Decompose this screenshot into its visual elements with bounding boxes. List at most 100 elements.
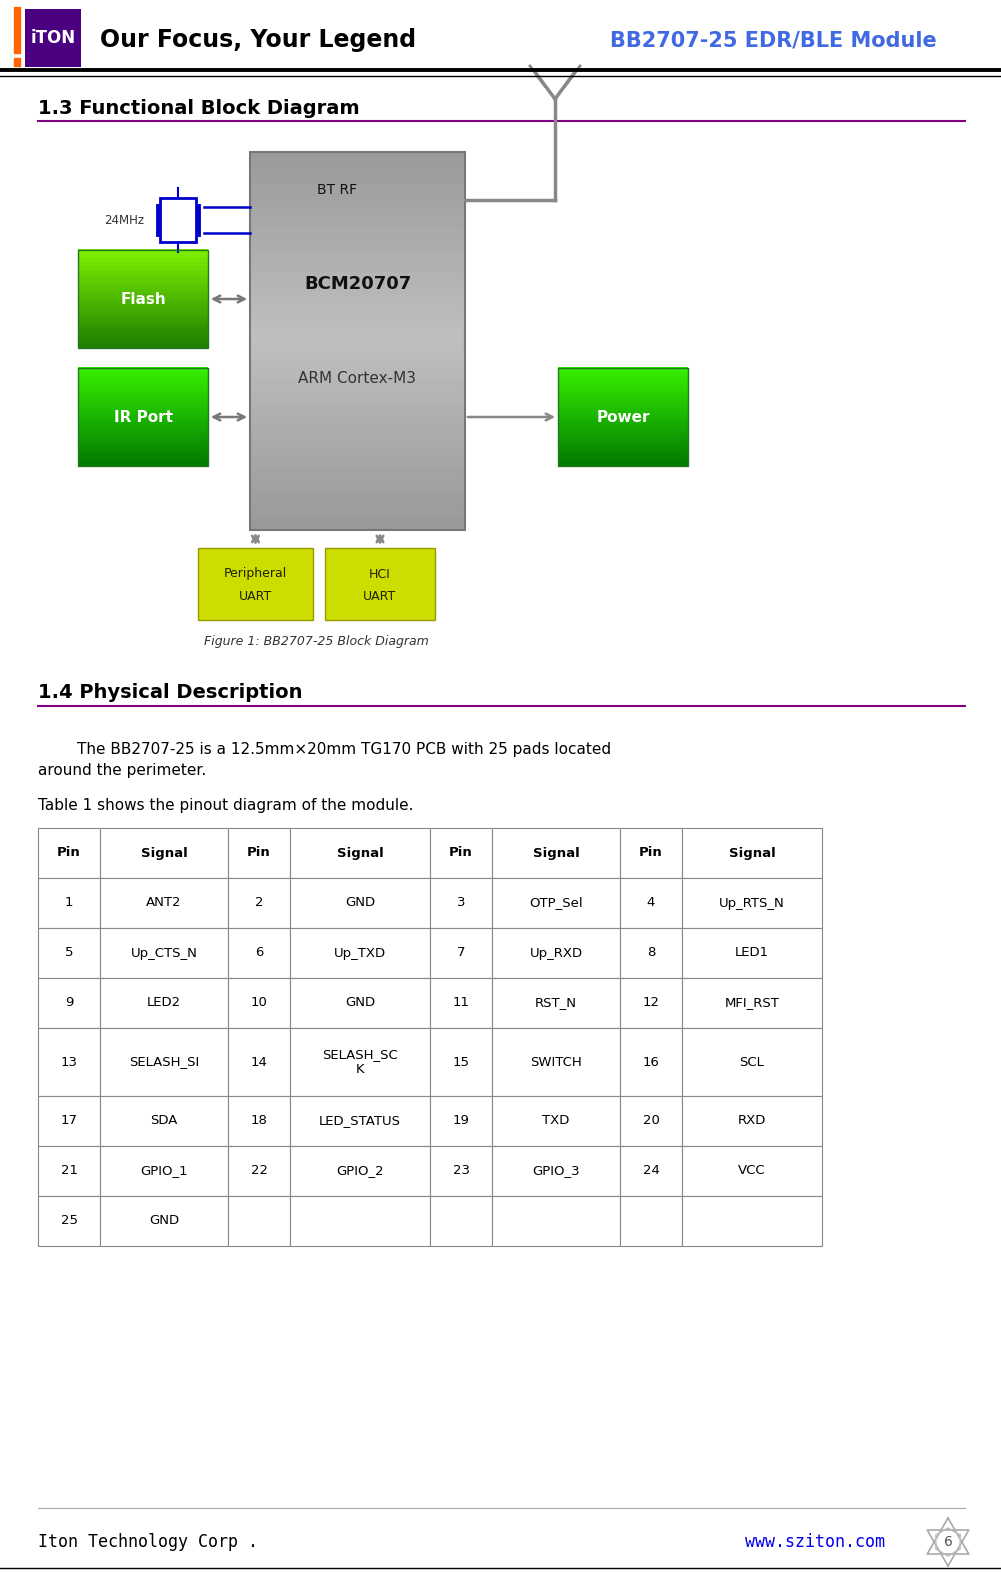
Text: LED1: LED1 bbox=[735, 946, 769, 959]
Bar bbox=[250, 170, 465, 178]
Bar bbox=[620, 978, 682, 1028]
Text: 21: 21 bbox=[60, 1165, 77, 1177]
Bar bbox=[78, 292, 208, 297]
Bar bbox=[78, 410, 208, 415]
Bar bbox=[558, 410, 688, 415]
Bar bbox=[250, 435, 465, 442]
Bar bbox=[250, 296, 465, 303]
Text: HCI: HCI bbox=[369, 567, 390, 580]
Bar bbox=[38, 1096, 100, 1146]
Bar bbox=[620, 1196, 682, 1247]
Bar bbox=[78, 250, 208, 347]
Bar bbox=[558, 384, 688, 388]
Text: Signal: Signal bbox=[140, 846, 187, 860]
Bar bbox=[78, 457, 208, 462]
Text: BCM20707: BCM20707 bbox=[304, 275, 411, 294]
Text: 17: 17 bbox=[60, 1115, 77, 1127]
Text: Signal: Signal bbox=[336, 846, 383, 860]
Text: 14: 14 bbox=[250, 1055, 267, 1069]
Text: Iton Technology Corp .: Iton Technology Corp . bbox=[38, 1533, 258, 1552]
Bar bbox=[250, 252, 465, 259]
Bar bbox=[250, 402, 465, 410]
Bar bbox=[78, 296, 208, 300]
Bar bbox=[250, 214, 465, 222]
Bar bbox=[558, 457, 688, 462]
Bar bbox=[250, 442, 465, 448]
Bar bbox=[250, 163, 465, 171]
Bar bbox=[78, 429, 208, 434]
Text: Figure 1: BB2707-25 Block Diagram: Figure 1: BB2707-25 Block Diagram bbox=[204, 635, 428, 649]
Bar bbox=[430, 1196, 492, 1247]
Bar bbox=[38, 1028, 100, 1096]
Bar bbox=[250, 384, 465, 391]
Text: SWITCH: SWITCH bbox=[531, 1055, 582, 1069]
Bar bbox=[250, 365, 465, 373]
Bar bbox=[558, 418, 688, 423]
Bar bbox=[325, 549, 435, 619]
Bar bbox=[682, 1028, 822, 1096]
Bar bbox=[78, 303, 208, 308]
Bar bbox=[558, 379, 688, 384]
Bar bbox=[620, 1096, 682, 1146]
Bar bbox=[100, 879, 228, 927]
Bar bbox=[100, 828, 228, 879]
Bar bbox=[290, 828, 430, 879]
Bar bbox=[228, 828, 290, 879]
Bar bbox=[558, 445, 688, 450]
Bar bbox=[250, 417, 465, 423]
Bar bbox=[682, 828, 822, 879]
Bar bbox=[78, 253, 208, 258]
Text: SCL: SCL bbox=[740, 1055, 765, 1069]
Bar bbox=[100, 1096, 228, 1146]
Text: 9: 9 bbox=[65, 997, 73, 1009]
Bar bbox=[78, 250, 208, 255]
Bar bbox=[290, 978, 430, 1028]
Text: GPIO_3: GPIO_3 bbox=[533, 1165, 580, 1177]
Bar bbox=[198, 549, 313, 619]
Bar bbox=[558, 399, 688, 404]
Text: 12: 12 bbox=[643, 997, 660, 1009]
Bar bbox=[250, 308, 465, 316]
Bar bbox=[78, 426, 208, 431]
Text: Signal: Signal bbox=[533, 846, 580, 860]
Bar bbox=[250, 270, 465, 278]
Text: 7: 7 bbox=[456, 946, 465, 959]
Bar bbox=[558, 368, 688, 373]
Bar bbox=[492, 1028, 620, 1096]
Text: RXD: RXD bbox=[738, 1115, 766, 1127]
Bar bbox=[78, 280, 208, 285]
Bar bbox=[78, 387, 208, 391]
Text: 4: 4 bbox=[647, 896, 656, 910]
Bar bbox=[78, 335, 208, 340]
Bar bbox=[250, 151, 465, 159]
Text: Pin: Pin bbox=[247, 846, 271, 860]
Text: LED2: LED2 bbox=[147, 997, 181, 1009]
Bar bbox=[250, 429, 465, 435]
Bar bbox=[250, 264, 465, 272]
Text: SELASH_SC
K: SELASH_SC K bbox=[322, 1049, 397, 1075]
Bar bbox=[250, 352, 465, 360]
Bar bbox=[682, 927, 822, 978]
Bar bbox=[430, 1096, 492, 1146]
Text: Up_RTS_N: Up_RTS_N bbox=[719, 896, 785, 910]
Bar bbox=[250, 283, 465, 291]
Bar bbox=[250, 302, 465, 310]
Bar bbox=[250, 289, 465, 297]
Bar bbox=[38, 1196, 100, 1247]
Text: Power: Power bbox=[597, 409, 650, 424]
Bar bbox=[78, 332, 208, 336]
Text: The BB2707-25 is a 12.5mm×20mm TG170 PCB with 25 pads located
around the perimet: The BB2707-25 is a 12.5mm×20mm TG170 PCB… bbox=[38, 742, 612, 778]
Bar bbox=[558, 391, 688, 396]
Text: 8: 8 bbox=[647, 946, 656, 959]
Text: 22: 22 bbox=[250, 1165, 267, 1177]
Text: 25: 25 bbox=[60, 1215, 77, 1228]
Text: SELASH_SI: SELASH_SI bbox=[129, 1055, 199, 1069]
Bar bbox=[250, 517, 465, 523]
Bar bbox=[558, 442, 688, 446]
Text: GPIO_2: GPIO_2 bbox=[336, 1165, 383, 1177]
Bar bbox=[78, 407, 208, 412]
Bar bbox=[78, 288, 208, 292]
Bar bbox=[100, 978, 228, 1028]
Bar bbox=[558, 461, 688, 465]
Bar bbox=[620, 879, 682, 927]
